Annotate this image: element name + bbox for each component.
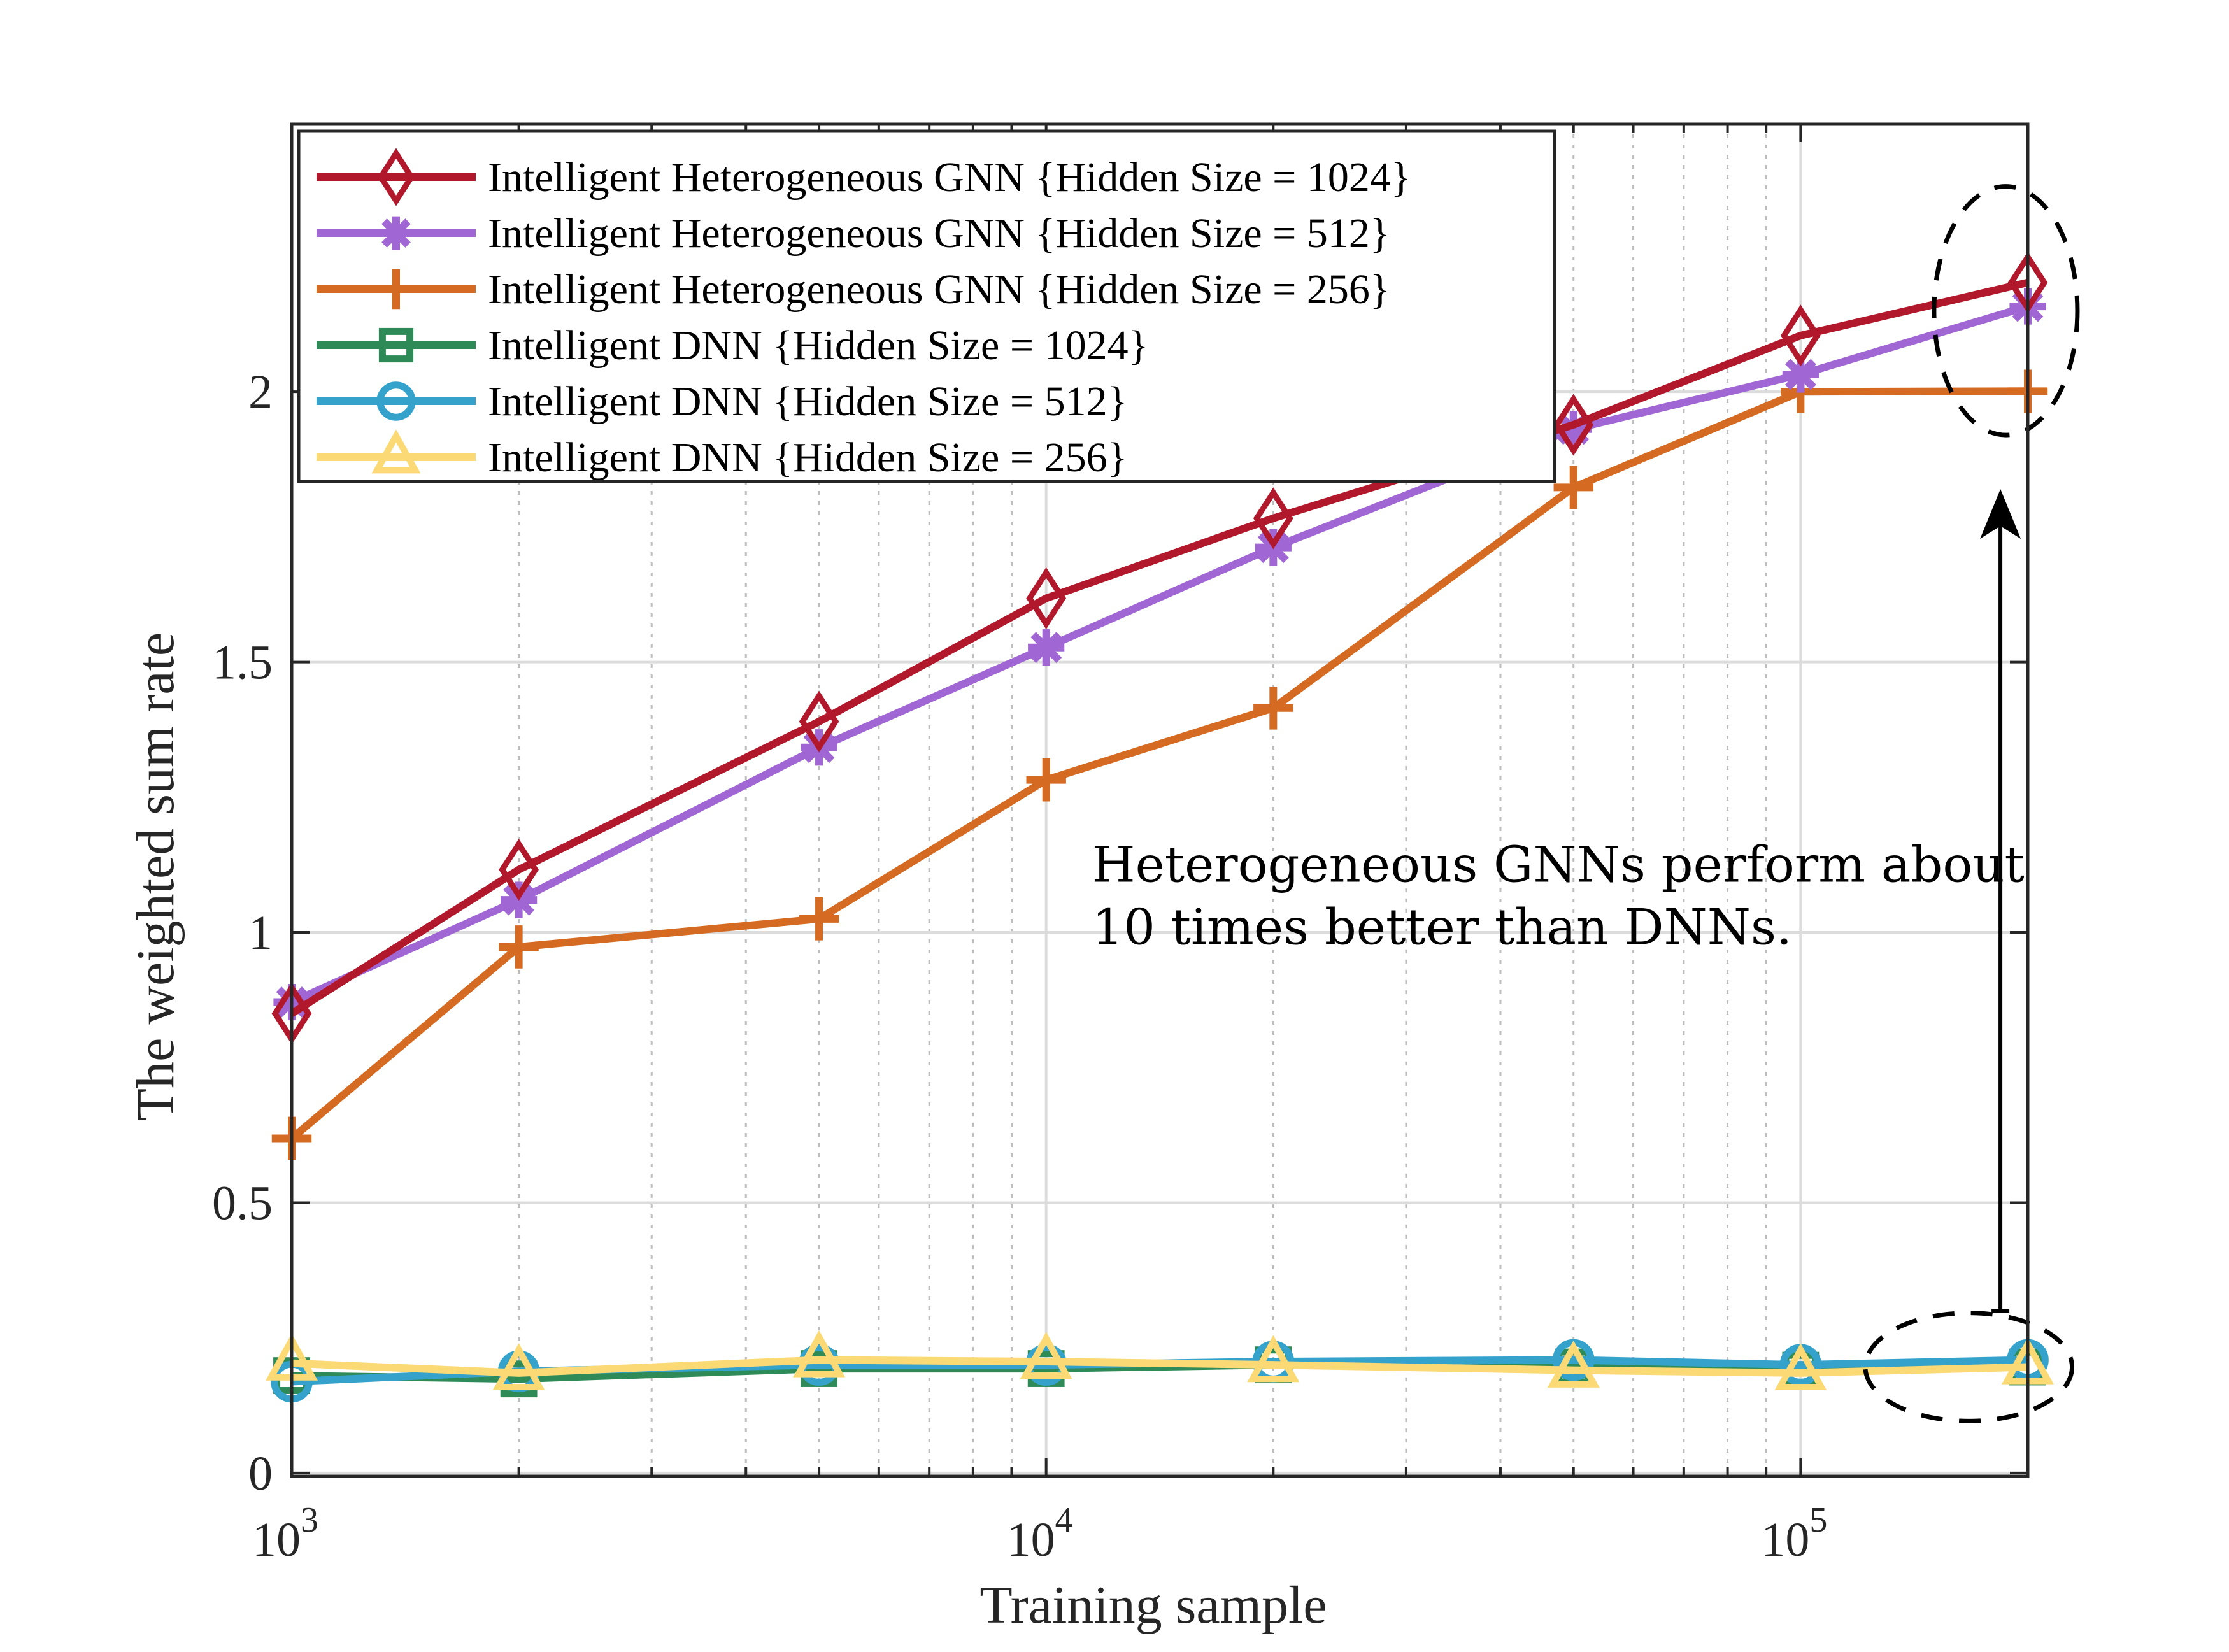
triangle-marker-shape [371, 429, 421, 474]
marker-triangle [371, 429, 421, 474]
triangle-marker-shape [1020, 1332, 1072, 1379]
diamond-marker-shape [1781, 304, 1821, 367]
legend-item: Intelligent DNN {Hidden Size = 256} [317, 429, 1127, 481]
x-tick-label: 104 [1007, 1500, 1073, 1567]
triangle-marker-shape [492, 1343, 545, 1390]
diamond-marker-shape [1553, 394, 1594, 456]
x-axis-label: Training sample [979, 1576, 1327, 1635]
series-plus [271, 369, 2048, 1160]
data-point [1553, 466, 1593, 509]
x-tick-label: 105 [1761, 1500, 1827, 1567]
y-tick-label: 1.5 [212, 636, 273, 690]
data-point [1253, 487, 1293, 550]
series-line [289, 278, 2029, 1017]
series-layer [266, 252, 2054, 1403]
annotation-text: Heterogeneous GNNs perform about 10 time… [1092, 837, 2025, 957]
x-tick-base: 10 [1761, 1513, 1809, 1567]
legend-item: Intelligent Heterogeneous GNN {Hidden Si… [317, 148, 1411, 206]
data-point [1553, 394, 1594, 456]
marker-plus [378, 269, 415, 310]
legend-box [297, 129, 1556, 483]
x-tick-base: 10 [252, 1513, 301, 1567]
data-point [1026, 758, 1066, 802]
arrow-head-icon [1980, 488, 2021, 539]
diamond-marker-shape [377, 148, 415, 206]
diamond-marker-shape [1026, 567, 1067, 630]
data-point [799, 690, 839, 753]
data-point [1028, 629, 1065, 666]
series-line [289, 387, 2028, 1142]
gnn-highlight-ellipse [1932, 184, 2080, 438]
diamond-marker-shape [499, 838, 539, 901]
triangle-marker-shape [1547, 1340, 1600, 1388]
series-line [290, 303, 2029, 1006]
asterisk-marker-arm [1784, 359, 1816, 390]
legend-item: Intelligent Heterogeneous GNN {Hidden Si… [317, 266, 1390, 313]
data-point [799, 897, 839, 941]
y-tick-label: 0 [248, 1447, 273, 1500]
annotation-line-1: Heterogeneous GNNs perform about [1092, 837, 2025, 894]
data-point [1781, 304, 1821, 367]
legend-label: Intelligent Heterogeneous GNN {Hidden Si… [488, 266, 1390, 313]
asterisk-marker-arm [381, 218, 411, 248]
legend-label: Intelligent Heterogeneous GNN {Hidden Si… [488, 154, 1411, 201]
legend-label: Intelligent DNN {Hidden Size = 512} [488, 378, 1127, 425]
asterisk-marker-arm [1030, 632, 1062, 664]
x-tick-exponent: 3 [301, 1500, 318, 1540]
circle-marker-shape [376, 381, 416, 421]
data-point [499, 838, 539, 901]
data-point [1253, 686, 1293, 730]
series-line [291, 1356, 2028, 1377]
diamond-marker-shape [1253, 487, 1293, 550]
y-tick-label: 0.5 [212, 1176, 273, 1230]
data-point [1247, 1335, 1300, 1383]
data-point [793, 1330, 846, 1378]
x-tick-exponent: 5 [1809, 1500, 1827, 1540]
x-tick-label: 103 [252, 1500, 318, 1567]
x-tick-base: 10 [1007, 1513, 1055, 1567]
triangle-marker-shape [1247, 1335, 1300, 1383]
axes-frame [290, 122, 2030, 1478]
series-triangle [266, 1330, 2054, 1390]
marker-square [378, 327, 414, 363]
series-diamond [271, 252, 2048, 1044]
square-marker-shape [378, 327, 414, 363]
data-point [492, 1343, 545, 1390]
marker-circle [376, 381, 416, 421]
x-tick-exponent: 4 [1055, 1500, 1073, 1540]
y-tick-label: 1 [248, 906, 273, 960]
dnn-highlight-ellipse [1863, 1311, 2075, 1423]
triangle-marker-shape [793, 1330, 846, 1378]
marker-asterisk [379, 216, 413, 250]
legend-label: Intelligent DNN {Hidden Size = 256} [488, 434, 1127, 481]
legend-item: Intelligent Heterogeneous GNN {Hidden Si… [317, 210, 1390, 257]
data-point [1020, 1332, 1072, 1379]
legend-item: Intelligent DNN {Hidden Size = 512} [317, 378, 1127, 425]
data-point [499, 925, 539, 969]
legend-label: Intelligent Heterogeneous GNN {Hidden Si… [488, 210, 1390, 257]
y-tick-label: 2 [248, 366, 273, 419]
annotation-shapes [1863, 184, 2080, 1423]
y-axis-label: The weighted sum rate [126, 632, 185, 1121]
triangle-marker-shape [1774, 1343, 1827, 1390]
legend-item: Intelligent DNN {Hidden Size = 1024} [317, 322, 1148, 369]
data-point [1547, 1340, 1600, 1388]
marker-diamond [377, 148, 415, 206]
diamond-marker-shape [799, 690, 839, 753]
data-point [1774, 1343, 1827, 1390]
annotation-line-2: 10 times better than DNNs. [1092, 899, 1792, 957]
legend: Intelligent Heterogeneous GNN {Hidden Si… [297, 129, 1556, 483]
data-point [1026, 567, 1067, 630]
legend-label: Intelligent DNN {Hidden Size = 1024} [488, 322, 1148, 369]
